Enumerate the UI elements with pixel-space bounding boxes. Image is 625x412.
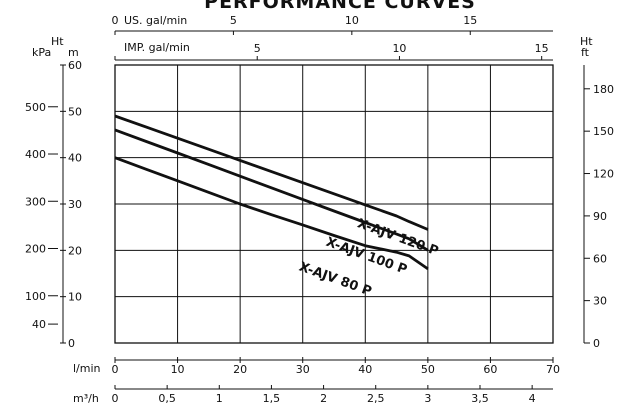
imp-gal-tick-label: 10 — [392, 42, 406, 55]
kpa-axis-label: kPa — [32, 46, 51, 59]
kpa-tick-label: 200 — [25, 243, 46, 256]
y-tick-label: 60 — [68, 59, 82, 72]
m3h-tick-label: 2 — [320, 392, 327, 405]
y-tick-label: 40 — [68, 152, 82, 165]
ft-axis-label: ft — [581, 46, 590, 59]
series-line — [114, 114, 429, 231]
series-line — [114, 156, 429, 271]
axes-layer: 0 10 20 30 40 50 60 700 0,5 1 1,5 2 2,5 3 3,5 40 5 10 155 1… — [25, 14, 614, 405]
x-tick-label: 0 — [112, 363, 119, 376]
kpa-tick-label: 500 — [25, 101, 46, 114]
ft-tick-label: 90 — [593, 210, 607, 223]
ft-tick-label: 0 — [593, 337, 600, 350]
imp-gal-tick-label: 5 — [254, 42, 261, 55]
imp-gal-tick-label: 15 — [535, 42, 549, 55]
y-axis-label: m — [68, 46, 79, 59]
ft-tick-label: 120 — [593, 168, 614, 181]
ft-tick-label: 180 — [593, 83, 614, 96]
x-tick-label: 60 — [483, 363, 497, 376]
us-gal-tick-label: 0 — [112, 14, 119, 27]
y-tick-label: 0 — [68, 337, 75, 350]
y-tick-label: 30 — [68, 198, 82, 211]
series-line — [114, 128, 429, 252]
imp-gal-axis-label: IMP. gal/min — [124, 41, 190, 54]
kpa-tick-label: 300 — [25, 195, 46, 208]
x-tick-label: 40 — [358, 363, 372, 376]
chart-title: PERFORMANCE CURVES — [204, 0, 476, 13]
m3h-tick-label: 3,5 — [471, 392, 489, 405]
x-tick-label: 20 — [233, 363, 247, 376]
kpa-tick-label: 100 — [25, 290, 46, 303]
m3h-tick-label: 1 — [216, 392, 223, 405]
x-tick-label: 50 — [421, 363, 435, 376]
y-tick-label: 10 — [68, 291, 82, 304]
ft-tick-label: 30 — [593, 295, 607, 308]
m3h-tick-label: 1,5 — [263, 392, 281, 405]
y-tick-label: 50 — [68, 105, 82, 118]
m3h-tick-label: 2,5 — [367, 392, 385, 405]
kpa-tick-label: 400 — [25, 148, 46, 161]
grid-layer — [114, 64, 554, 344]
x-axis-label: l/min — [73, 362, 101, 375]
y-axis-head-label: Ht — [51, 35, 64, 48]
m3h-tick-label: 0 — [112, 392, 119, 405]
us-gal-tick-label: 10 — [345, 14, 359, 27]
us-gal-tick-label: 5 — [230, 14, 237, 27]
kpa-tick-label: 40 — [32, 318, 46, 331]
ft-axis-head-label: Ht — [580, 35, 593, 48]
us-gal-tick-label: 15 — [463, 14, 477, 27]
x-tick-label: 30 — [296, 363, 310, 376]
x-tick-label: 70 — [546, 363, 560, 376]
m3h-tick-label: 0,5 — [158, 392, 176, 405]
x-tick-label: 10 — [171, 363, 185, 376]
us-gal-axis-label: US. gal/min — [124, 14, 187, 27]
ft-tick-label: 150 — [593, 125, 614, 138]
y-tick-label: 20 — [68, 244, 82, 257]
ft-tick-label: 60 — [593, 252, 607, 265]
m3h-tick-label: 3 — [424, 392, 431, 405]
m3h-axis-label: m³/h — [73, 392, 99, 405]
m3h-tick-label: 4 — [529, 392, 536, 405]
